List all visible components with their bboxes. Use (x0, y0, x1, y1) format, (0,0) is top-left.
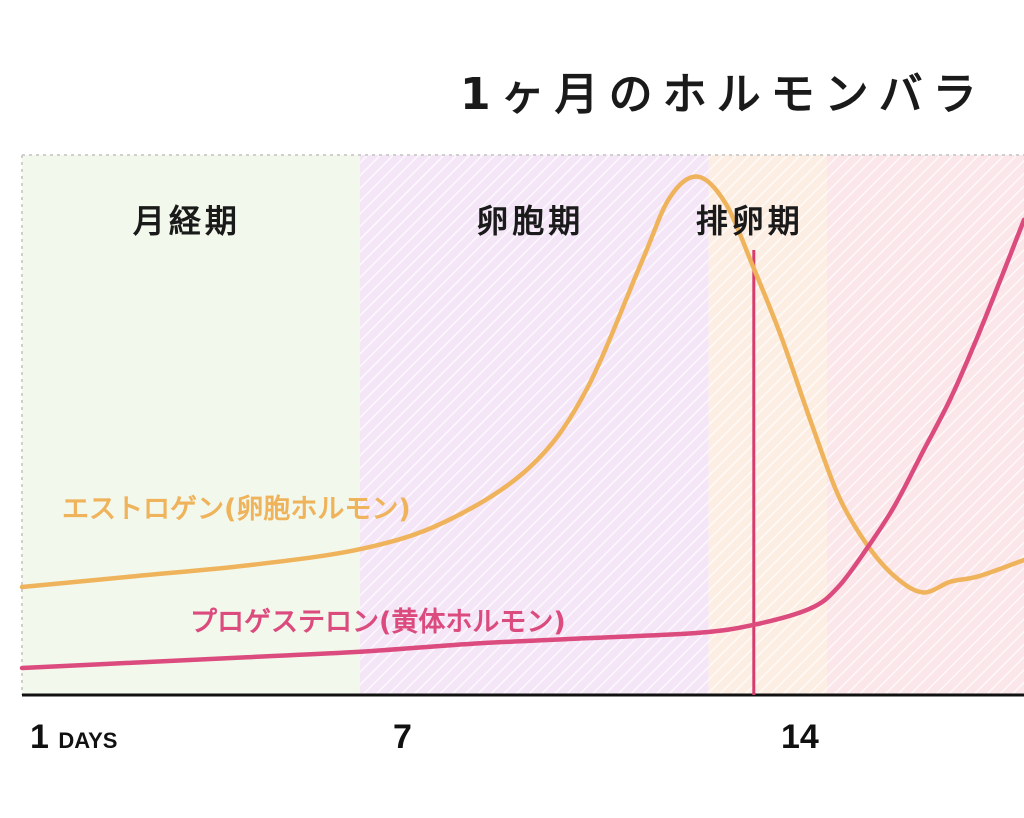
x-tick-1: 1 DAYS (30, 718, 118, 756)
series-label-estrogen: エストロゲン(卵胞ホルモン) (62, 494, 411, 525)
phase-hatch-3 (708, 155, 827, 695)
chart-title: 1ヶ月のホルモンバラ (460, 69, 987, 120)
phase-hatch-4 (826, 155, 1024, 695)
phase-label-2: 卵胞期 (476, 202, 585, 240)
phase-label-1: 月経期 (132, 202, 241, 240)
x-tick-14: 14 (781, 718, 819, 756)
x-unit-label: DAYS (58, 728, 118, 753)
series-label-progesterone: プロゲステロン(黄体ホルモン) (190, 607, 566, 638)
phase-label-3: 排卵期 (695, 202, 804, 240)
series-line-progesterone (19, 217, 1024, 671)
x-tick-7: 7 (393, 718, 412, 756)
phase-band-1 (22, 155, 360, 695)
series-line-estrogen (19, 174, 1024, 595)
